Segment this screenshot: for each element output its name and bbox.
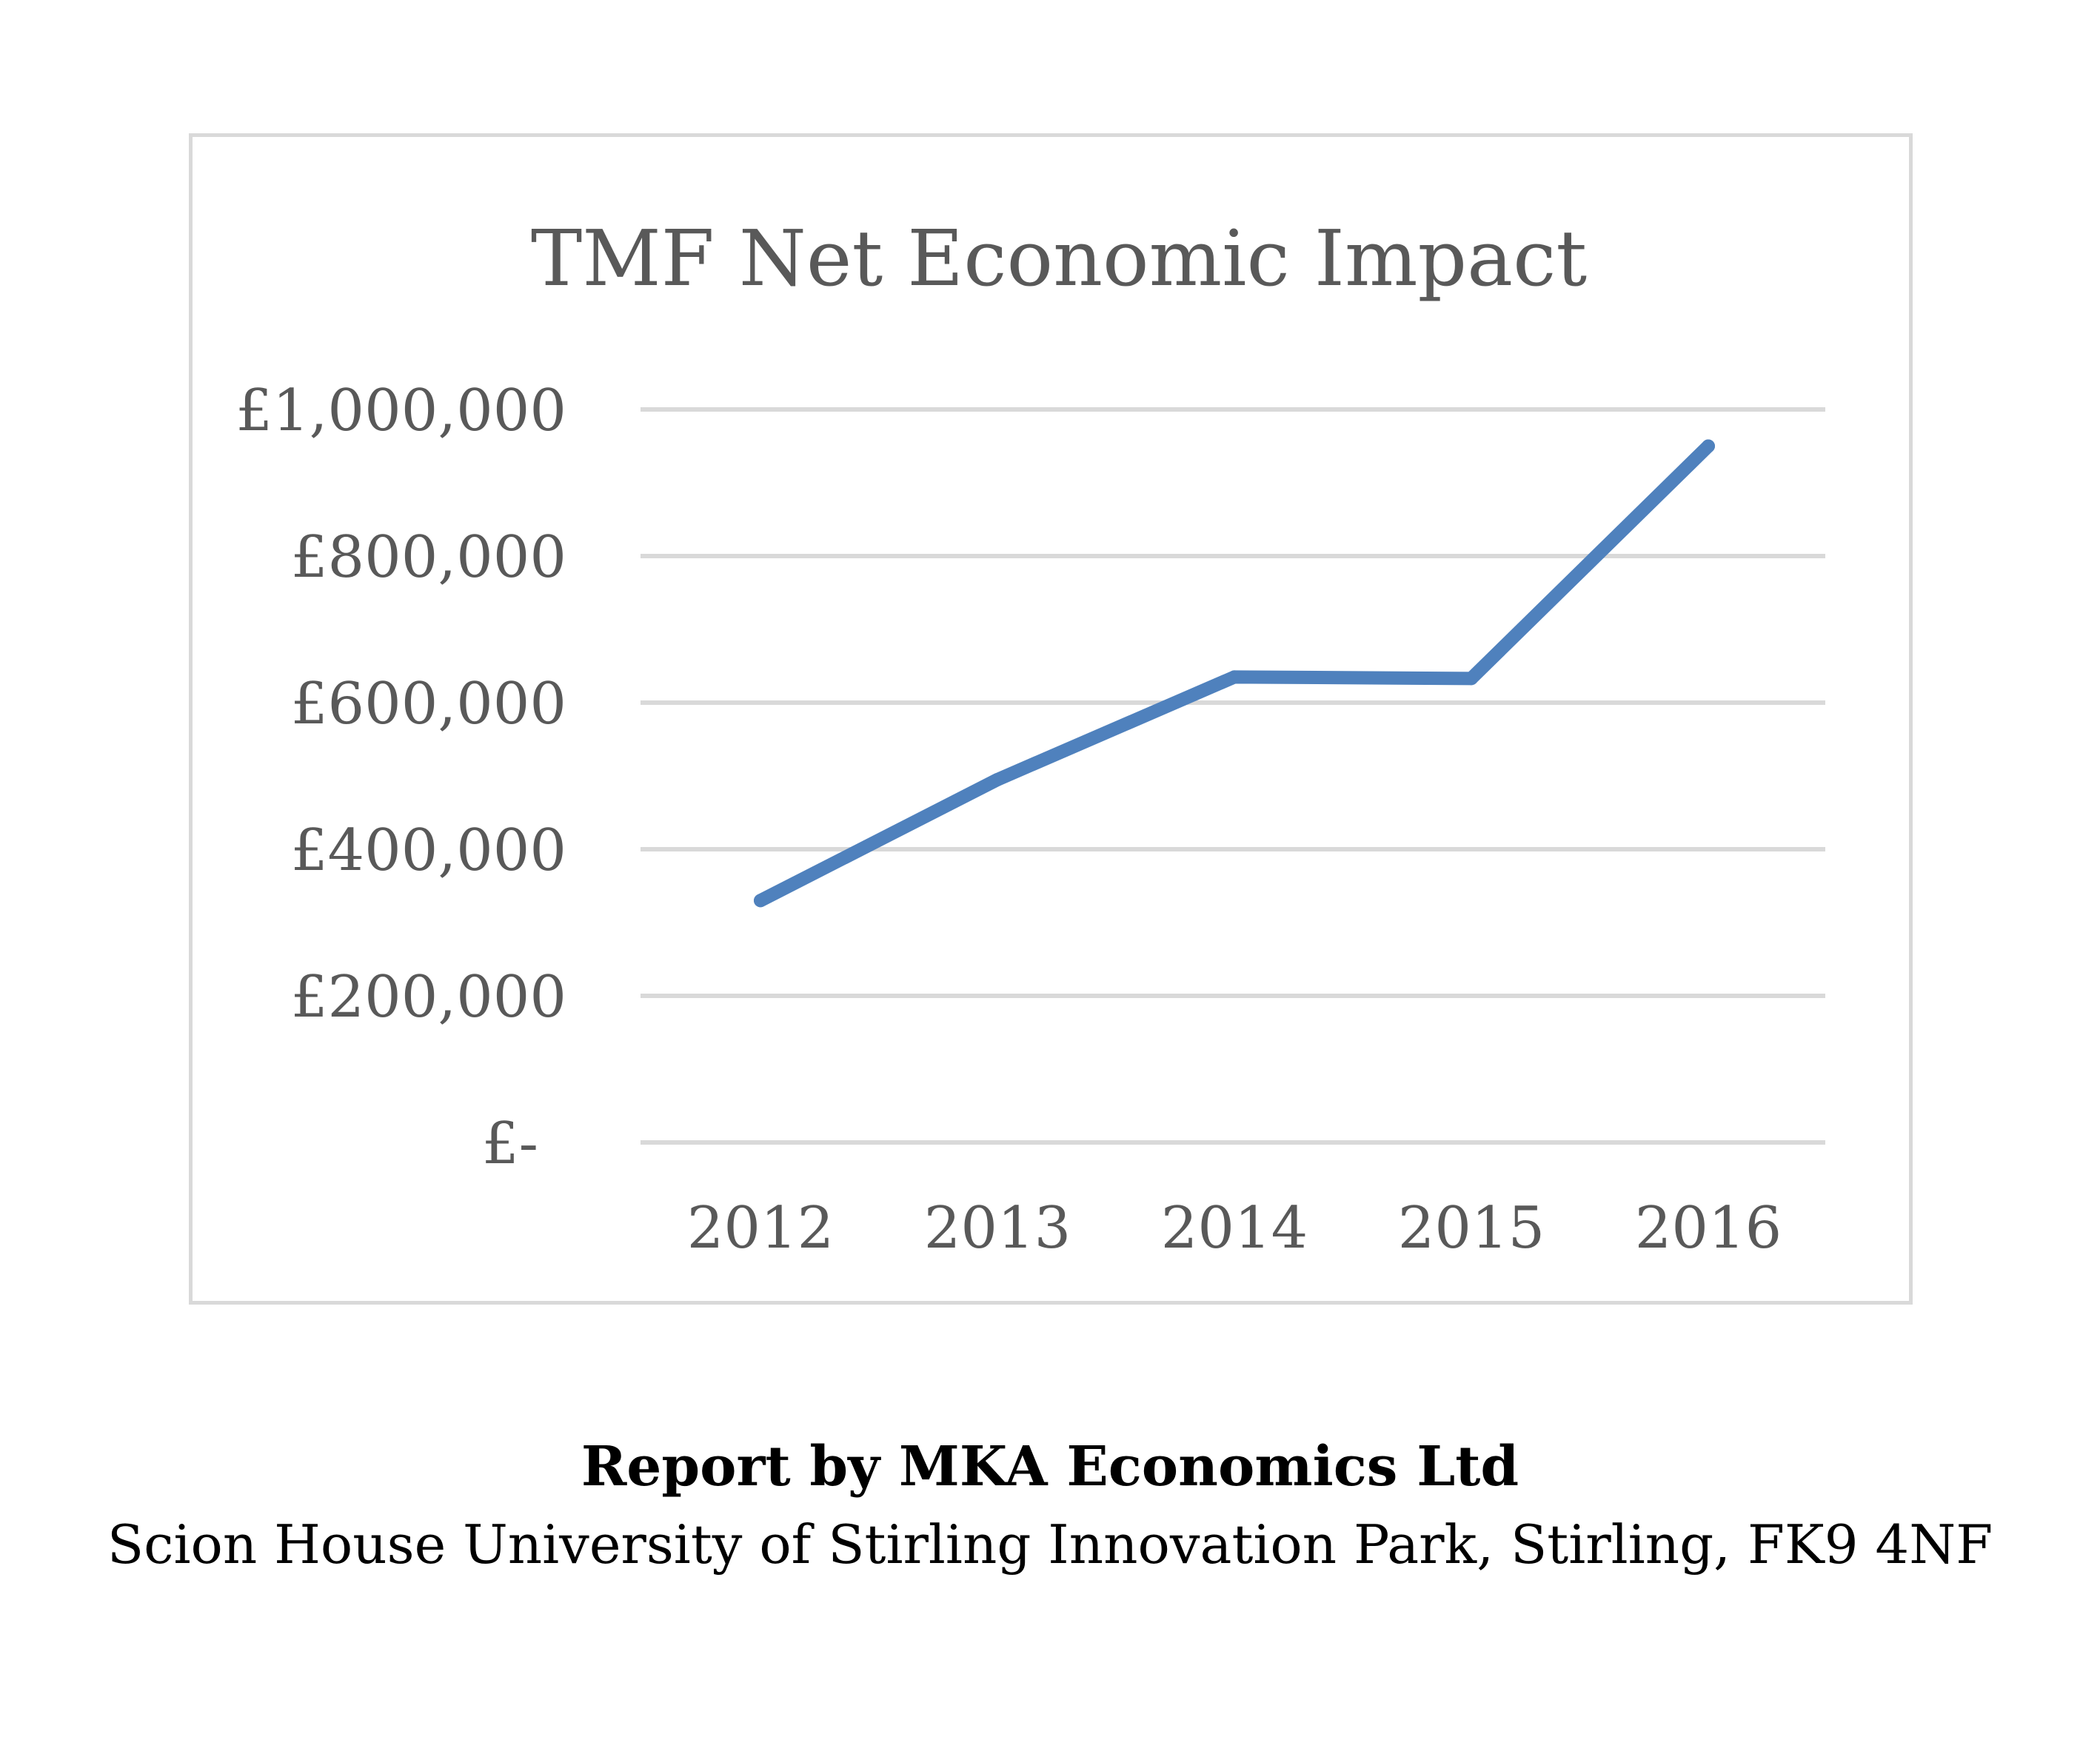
report-address: Scion House University of Stirling Innov…: [107, 1513, 1993, 1576]
gridlines: [641, 407, 1825, 1145]
x-tick-label: 2014: [1161, 1195, 1308, 1262]
chart-title: TMF Net Economic Impact: [531, 213, 1587, 304]
y-axis-tick-labels: £- £200,000 £400,000 £600,000 £800,000 £1,000…: [235, 378, 566, 1177]
y-tick-label: £1,000,000: [235, 378, 566, 444]
y-tick-label: £-: [482, 1111, 538, 1177]
y-tick-label: £200,000: [291, 964, 566, 1031]
data-point: [1465, 672, 1478, 686]
y-tick-label: £600,000: [291, 671, 566, 737]
report-author: Report by MKA Economics Ltd: [581, 1435, 1519, 1499]
data-point: [1228, 670, 1241, 684]
series-group: [754, 439, 1715, 908]
data-point: [754, 894, 767, 908]
x-tick-label: 2012: [687, 1195, 835, 1262]
x-tick-label: 2015: [1398, 1195, 1545, 1262]
x-tick-label: 2016: [1635, 1195, 1782, 1262]
x-axis-tick-labels: 2012 2013 2014 2015 2016: [687, 1195, 1782, 1262]
y-tick-label: £400,000: [291, 817, 566, 884]
data-point: [991, 772, 1004, 786]
chart-frame: [189, 133, 1913, 1305]
data-point: [1702, 439, 1715, 453]
y-tick-label: £800,000: [291, 524, 566, 591]
x-tick-label: 2013: [924, 1195, 1071, 1262]
